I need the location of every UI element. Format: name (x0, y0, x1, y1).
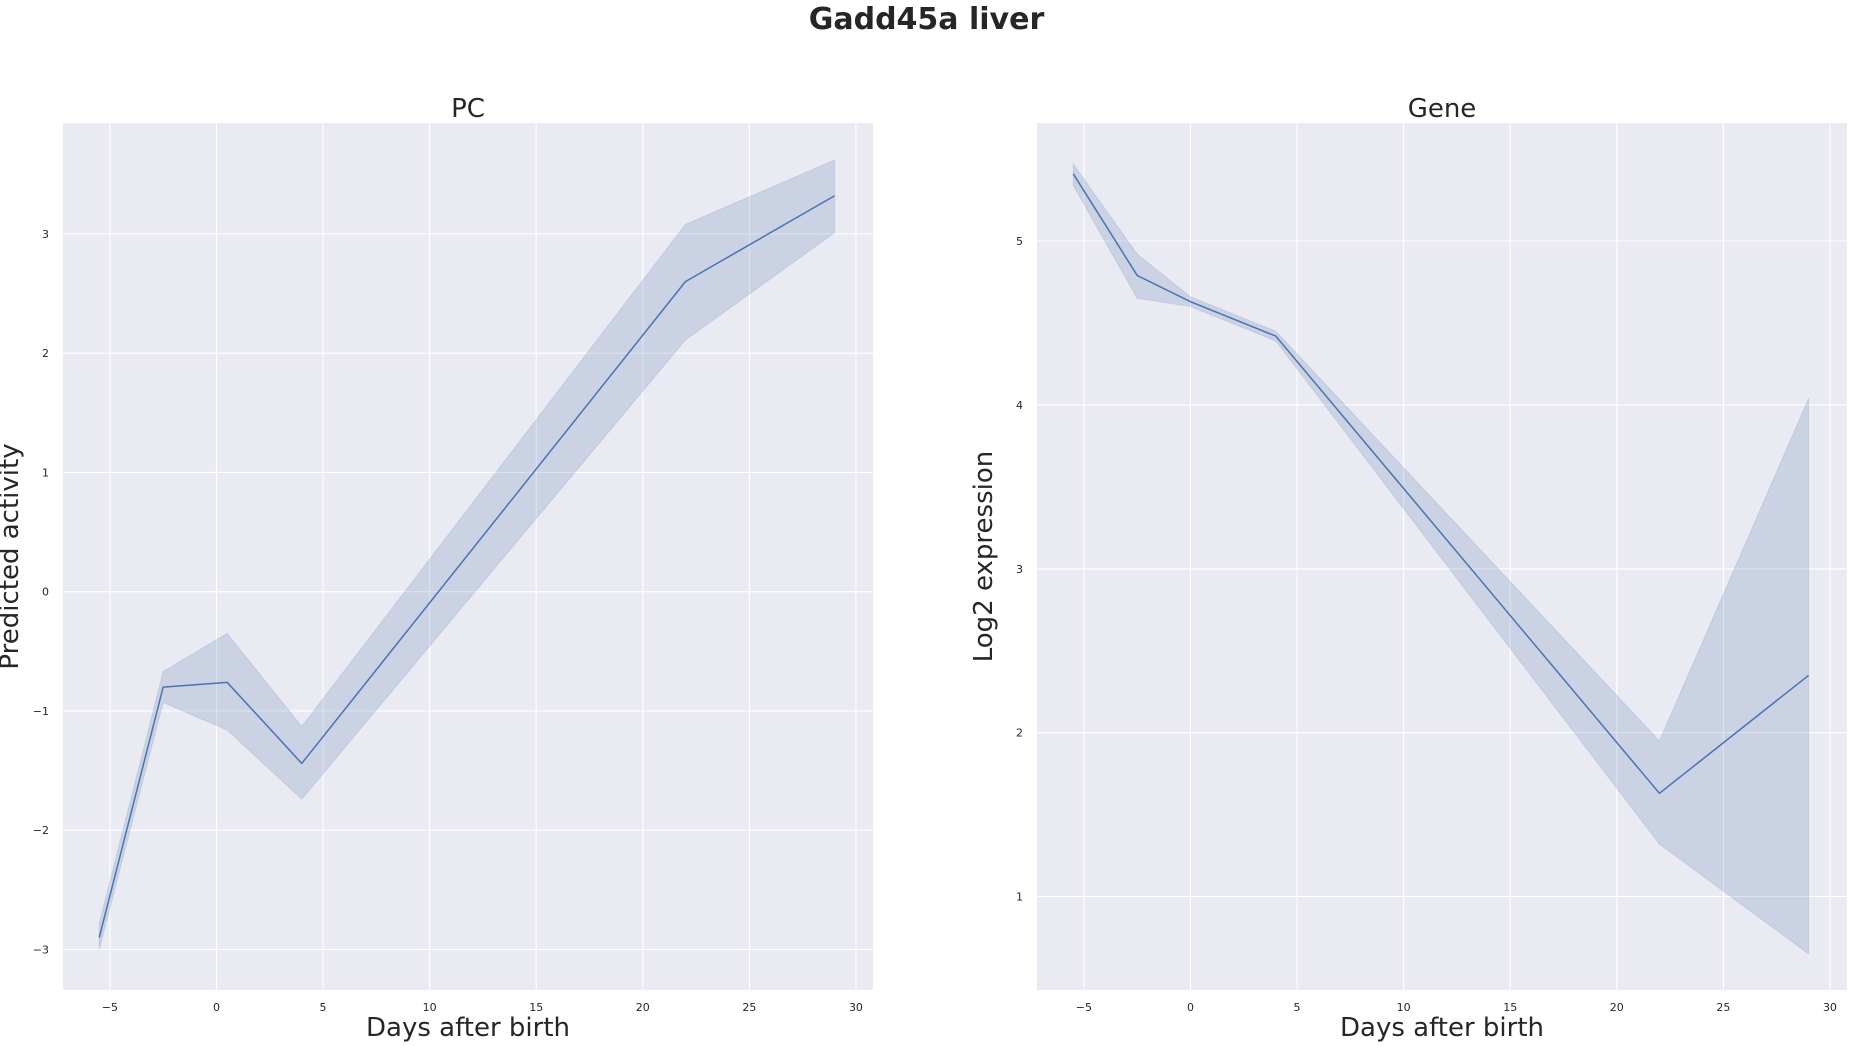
x-axis-label: Days after birth (366, 1013, 570, 1043)
x-tick-label: 10 (1397, 1001, 1411, 1014)
series-line (98, 195, 836, 938)
x-tick-label: 20 (636, 1001, 650, 1014)
confidence-band (1072, 162, 1810, 955)
y-tick-label: 3 (1016, 563, 1023, 576)
y-tick-label: 1 (1016, 891, 1023, 904)
figure-title: Gadd45a liver (808, 2, 1045, 37)
x-tick-label: 0 (213, 1001, 220, 1014)
x-tick-label: 10 (423, 1001, 437, 1014)
x-tick-label: 20 (1610, 1001, 1624, 1014)
x-tick-label: 0 (1187, 1001, 1194, 1014)
axes-background (1037, 123, 1847, 990)
panel-2: −5 0 5 10 15 20 25 30 1 2 3 4 5 Gene Days after birth L… (969, 94, 1847, 1043)
y-tick-label: 2 (42, 347, 49, 360)
x-tick-label: 15 (529, 1001, 543, 1014)
x-tick-label: 30 (849, 1001, 863, 1014)
y-axis-label: Log2 expression (969, 451, 999, 663)
y-tick-label: −1 (33, 705, 49, 718)
confidence-band (98, 159, 836, 950)
y-tick-label: 4 (1016, 399, 1023, 412)
x-axis-label: Days after birth (1340, 1013, 1544, 1043)
x-tick-label: 30 (1823, 1001, 1837, 1014)
x-tick-label: 15 (1503, 1001, 1517, 1014)
y-tick-label: 1 (42, 466, 49, 479)
x-tick-label: 5 (320, 1001, 327, 1014)
y-tick-label: 5 (1016, 235, 1023, 248)
y-tick-label: −3 (33, 943, 49, 956)
x-tick-label: −5 (1076, 1001, 1092, 1014)
y-tick-label: 2 (1016, 727, 1023, 740)
x-tick-label: −5 (102, 1001, 118, 1014)
series-line (1072, 173, 1810, 795)
x-tick-label: 25 (1716, 1001, 1730, 1014)
panel-1: −5 0 5 10 15 20 25 30 −3 −2 −1 0 1 2 3 PC Days after bir… (0, 94, 873, 1043)
axes-background (63, 123, 873, 990)
y-tick-label: 0 (42, 586, 49, 599)
panel-title: PC (451, 94, 485, 124)
y-tick-label: 3 (42, 228, 49, 241)
panel-title: Gene (1408, 94, 1477, 124)
y-axis-label: Predicted activity (0, 443, 25, 669)
y-tick-label: −2 (33, 824, 49, 837)
x-tick-label: 25 (742, 1001, 756, 1014)
x-tick-label: 5 (1294, 1001, 1301, 1014)
